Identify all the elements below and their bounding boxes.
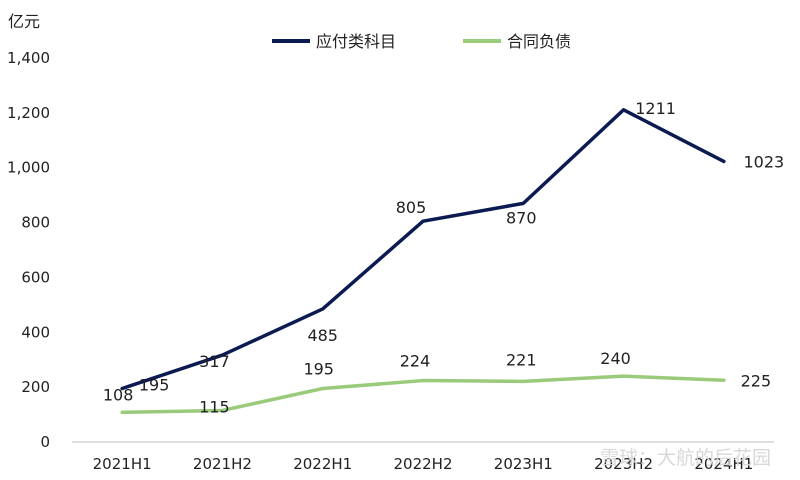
x-tick-label: 2024H1 [694,455,753,473]
data-label: 195 [139,376,170,395]
y-tick-label: 800 [21,214,50,232]
data-label: 240 [600,349,631,368]
y-tick-label: 600 [21,268,50,286]
y-tick-label: 1,000 [7,159,50,177]
data-label: 485 [307,326,338,345]
data-label: 1211 [635,99,676,118]
y-tick-label: 200 [21,378,50,396]
data-label: 225 [741,371,772,390]
y-tick-label: 1,200 [7,104,50,122]
data-label: 870 [506,208,537,227]
series-layer [120,108,726,415]
data-label: 317 [199,352,230,371]
x-axis: 2021H1 2021H2 2022H1 2022H2 2023H1 2023H2 2024… [72,441,774,473]
data-label: 195 [303,360,334,379]
y-unit-label: 亿元 [8,12,40,31]
data-label: 805 [396,198,427,217]
x-tick-label: 2021H2 [193,455,252,473]
x-tick-label: 2022H2 [394,455,453,473]
y-tick-label: 0 [40,433,50,451]
y-tick-label: 400 [21,323,50,341]
series-line-0 [120,108,726,391]
watermark: 雪球：大航的后花园 [600,447,771,469]
legend: 应付类科目 合同负债 [272,32,571,51]
data-labels: 195 317 485 805 870 1211 1023 108 115 195 224 221 24… [103,99,784,417]
x-tick-label: 2022H1 [293,455,352,473]
data-label: 108 [103,385,134,404]
y-axis: 0 200 400 600 800 1,000 1,200 1,400 [7,49,50,451]
data-label: 115 [199,397,230,416]
data-label: 1023 [743,152,784,171]
y-tick-label: 1,400 [7,49,50,67]
data-label: 224 [400,352,431,371]
x-tick-label: 2023H1 [494,455,553,473]
x-tick-label: 2021H1 [93,455,152,473]
x-tick-label: 2023H2 [594,455,653,473]
legend-label-contract-liabilities: 合同负债 [507,32,571,51]
data-label: 221 [506,350,537,369]
legend-label-payables: 应付类科目 [316,32,396,51]
